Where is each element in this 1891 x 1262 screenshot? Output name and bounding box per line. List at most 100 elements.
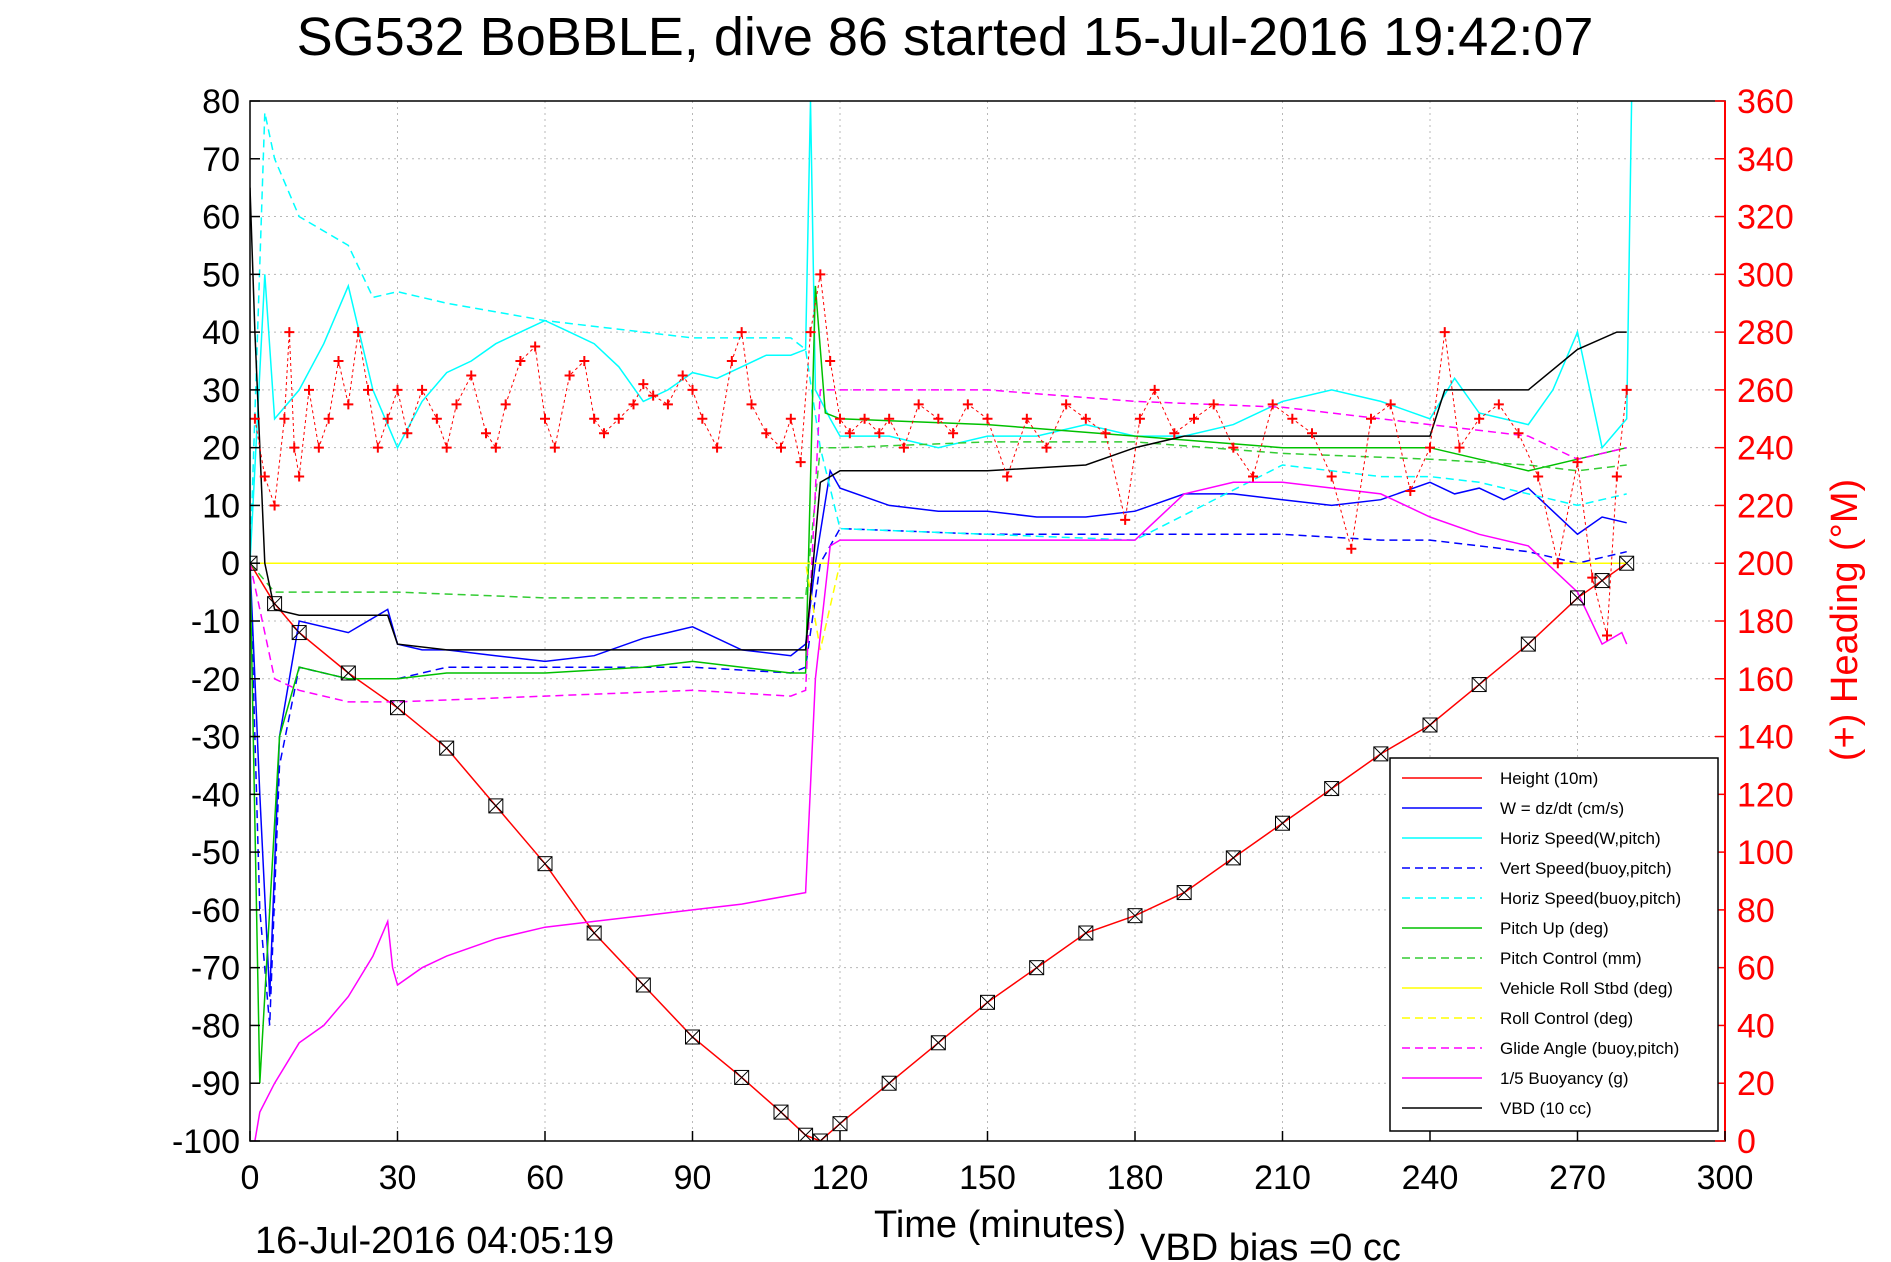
y-tick-label: 10 bbox=[202, 487, 240, 525]
heading-marker bbox=[1267, 399, 1278, 410]
y-tick-label: 20 bbox=[202, 430, 240, 468]
legend-label: Roll Control (deg) bbox=[1500, 1009, 1633, 1028]
heading-marker bbox=[549, 442, 560, 453]
heading-marker bbox=[1621, 384, 1632, 395]
y2-tick-label: 80 bbox=[1737, 892, 1775, 930]
heading-marker bbox=[269, 500, 280, 511]
y-tick-label: -60 bbox=[191, 892, 240, 930]
heading-marker bbox=[844, 428, 855, 439]
height-marker bbox=[1078, 925, 1094, 941]
heading-marker bbox=[392, 384, 403, 395]
y2-tick-label: 340 bbox=[1737, 141, 1794, 179]
height-marker-cross bbox=[267, 596, 282, 612]
heading-marker bbox=[451, 399, 462, 410]
heading-marker bbox=[466, 370, 477, 381]
heading-marker bbox=[333, 356, 344, 366]
series-group bbox=[250, 101, 1635, 1141]
height-marker-cross bbox=[734, 1070, 750, 1085]
x-tick-label: 0 bbox=[241, 1159, 260, 1197]
heading-marker bbox=[859, 413, 870, 424]
heading-marker bbox=[564, 370, 575, 381]
heading-marker bbox=[982, 413, 993, 424]
height-marker bbox=[1520, 636, 1536, 652]
x-tick-label: 300 bbox=[1697, 1159, 1754, 1197]
height-marker bbox=[537, 856, 553, 872]
height-marker-cross bbox=[537, 856, 553, 872]
height-marker bbox=[1275, 815, 1290, 831]
series-horiz-speed-buoy-pitch bbox=[250, 112, 1627, 564]
height-marker-cross bbox=[390, 700, 405, 716]
heading-marker bbox=[746, 399, 757, 410]
height-markers bbox=[250, 555, 1635, 1141]
height-marker bbox=[930, 1035, 946, 1051]
heading-marker bbox=[1454, 442, 1465, 453]
height-marker bbox=[1225, 850, 1241, 866]
heading-marker bbox=[1493, 399, 1504, 410]
heading-marker bbox=[1611, 471, 1622, 482]
heading-marker bbox=[1307, 428, 1317, 439]
heading-marker bbox=[343, 399, 354, 410]
heading-marker bbox=[1041, 442, 1052, 453]
heading-marker bbox=[1326, 471, 1337, 482]
y-tick-label: -70 bbox=[191, 950, 240, 988]
x-axis: 0 30 60 90 120 150 180 210 240 270 300 bbox=[241, 1131, 1754, 1197]
heading-marker bbox=[441, 442, 452, 453]
legend-label: VBD (10 cc) bbox=[1500, 1099, 1592, 1118]
heading-marker bbox=[589, 413, 600, 424]
height-marker-cross bbox=[250, 555, 258, 571]
height-marker-cross bbox=[798, 1127, 813, 1141]
x-tick-label: 150 bbox=[959, 1159, 1016, 1197]
height-marker-cross bbox=[291, 625, 307, 640]
heading-marker bbox=[825, 356, 836, 366]
y2-tick-label: 280 bbox=[1737, 314, 1794, 352]
heading-marker bbox=[500, 399, 511, 410]
height-marker bbox=[1570, 590, 1585, 606]
height-marker bbox=[439, 740, 455, 756]
height-marker bbox=[635, 977, 651, 993]
y2-tick-label: 20 bbox=[1737, 1065, 1775, 1103]
series-heading bbox=[250, 269, 1632, 641]
heading-marker bbox=[481, 428, 491, 439]
height-marker bbox=[812, 1133, 828, 1141]
height-marker-cross bbox=[881, 1075, 897, 1091]
heading-marker bbox=[1439, 327, 1450, 338]
legend-label: Horiz Speed(W,pitch) bbox=[1500, 829, 1661, 848]
height-marker bbox=[1619, 555, 1635, 571]
heading-marker bbox=[289, 442, 300, 453]
height-marker bbox=[267, 596, 283, 612]
heading-marker bbox=[1169, 428, 1180, 439]
legend-box bbox=[1389, 757, 1719, 1132]
heading-marker bbox=[795, 457, 806, 468]
y2-tick-label: 320 bbox=[1737, 199, 1794, 237]
y2-tick-label: 60 bbox=[1737, 950, 1775, 988]
x-axis-label: Time (minutes) bbox=[874, 1204, 1126, 1246]
heading-marker bbox=[884, 413, 895, 424]
heading-marker bbox=[323, 413, 334, 424]
height-marker-cross bbox=[586, 925, 602, 941]
height-marker-cross bbox=[1471, 677, 1487, 692]
y2-tick-label: 260 bbox=[1737, 372, 1794, 410]
heading-marker bbox=[1366, 413, 1376, 424]
height-marker bbox=[1373, 746, 1389, 762]
y2-tick-label: 200 bbox=[1737, 545, 1794, 583]
heading-marker bbox=[628, 399, 639, 410]
heading-marker bbox=[259, 471, 270, 482]
heading-marker bbox=[402, 428, 413, 439]
height-marker-cross bbox=[340, 665, 356, 681]
y2-tick-label: 100 bbox=[1737, 834, 1794, 872]
heading-marker bbox=[1228, 442, 1239, 453]
heading-marker bbox=[785, 413, 796, 424]
heading-marker bbox=[1385, 399, 1396, 410]
heading-marker bbox=[490, 442, 501, 453]
heading-marker bbox=[1287, 413, 1298, 424]
height-marker-cross bbox=[439, 740, 455, 756]
height-marker-cross bbox=[980, 994, 995, 1010]
heading-marker bbox=[1021, 413, 1032, 424]
height-marker bbox=[390, 700, 405, 716]
heading-marker bbox=[250, 413, 260, 424]
y2-tick-label: 360 bbox=[1737, 83, 1794, 121]
height-marker-cross bbox=[1520, 636, 1536, 652]
heading-marker bbox=[913, 399, 924, 410]
y2-axis-label: (+) Heading (°M) bbox=[1824, 479, 1866, 761]
footer-timestamp: 16-Jul-2016 04:05:19 bbox=[255, 1220, 614, 1262]
